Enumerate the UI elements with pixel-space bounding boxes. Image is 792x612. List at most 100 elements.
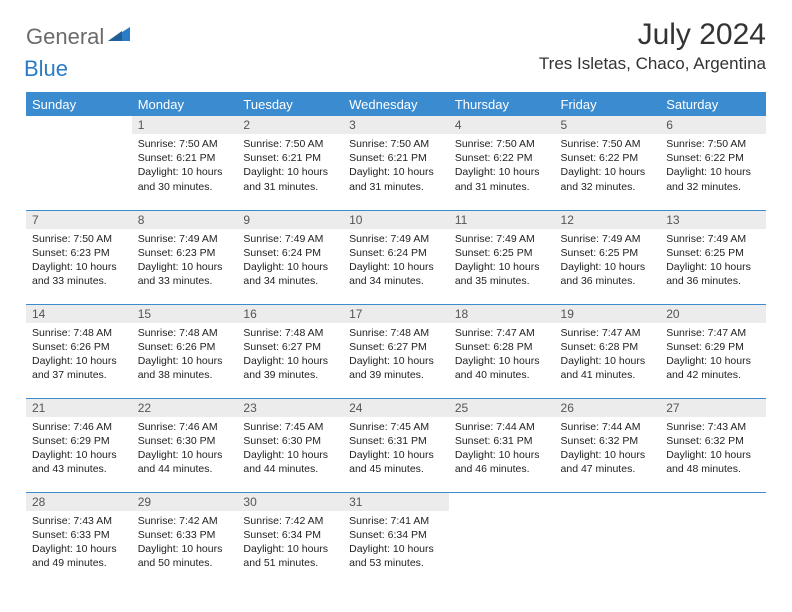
calendar-day-cell: 9Sunrise: 7:49 AMSunset: 6:24 PMDaylight… (237, 210, 343, 304)
calendar-day-cell (26, 116, 132, 210)
day-details: Sunrise: 7:49 AMSunset: 6:24 PMDaylight:… (237, 229, 343, 293)
day-number: 1 (132, 116, 238, 134)
calendar-week-row: 14Sunrise: 7:48 AMSunset: 6:26 PMDayligh… (26, 304, 766, 398)
day-number: 8 (132, 211, 238, 229)
sunset-line: Sunset: 6:34 PM (243, 528, 337, 542)
calendar-day-cell: 5Sunrise: 7:50 AMSunset: 6:22 PMDaylight… (555, 116, 661, 210)
sunrise-line: Sunrise: 7:49 AM (666, 232, 760, 246)
day-number: 28 (26, 493, 132, 511)
day-number: 22 (132, 399, 238, 417)
day-details: Sunrise: 7:48 AMSunset: 6:26 PMDaylight:… (132, 323, 238, 387)
calendar-day-cell: 23Sunrise: 7:45 AMSunset: 6:30 PMDayligh… (237, 398, 343, 492)
day-details: Sunrise: 7:44 AMSunset: 6:32 PMDaylight:… (555, 417, 661, 481)
day-number: 2 (237, 116, 343, 134)
daylight-line: Daylight: 10 hours and 49 minutes. (32, 542, 126, 570)
daylight-line: Daylight: 10 hours and 36 minutes. (561, 260, 655, 288)
daylight-line: Daylight: 10 hours and 41 minutes. (561, 354, 655, 382)
sunset-line: Sunset: 6:33 PM (138, 528, 232, 542)
sunrise-line: Sunrise: 7:43 AM (666, 420, 760, 434)
sunset-line: Sunset: 6:22 PM (455, 151, 549, 165)
day-details: Sunrise: 7:48 AMSunset: 6:27 PMDaylight:… (343, 323, 449, 387)
sunrise-line: Sunrise: 7:45 AM (349, 420, 443, 434)
day-number: 18 (449, 305, 555, 323)
day-details: Sunrise: 7:50 AMSunset: 6:21 PMDaylight:… (237, 134, 343, 198)
sunset-line: Sunset: 6:21 PM (138, 151, 232, 165)
sunset-line: Sunset: 6:22 PM (561, 151, 655, 165)
calendar-day-cell: 13Sunrise: 7:49 AMSunset: 6:25 PMDayligh… (660, 210, 766, 304)
calendar-day-cell: 10Sunrise: 7:49 AMSunset: 6:24 PMDayligh… (343, 210, 449, 304)
day-details: Sunrise: 7:41 AMSunset: 6:34 PMDaylight:… (343, 511, 449, 575)
daylight-line: Daylight: 10 hours and 32 minutes. (561, 165, 655, 193)
day-details: Sunrise: 7:49 AMSunset: 6:24 PMDaylight:… (343, 229, 449, 293)
calendar-body: 1Sunrise: 7:50 AMSunset: 6:21 PMDaylight… (26, 116, 766, 586)
weekday-header: Thursday (449, 93, 555, 117)
sunrise-line: Sunrise: 7:41 AM (349, 514, 443, 528)
daylight-line: Daylight: 10 hours and 35 minutes. (455, 260, 549, 288)
calendar-day-cell: 27Sunrise: 7:43 AMSunset: 6:32 PMDayligh… (660, 398, 766, 492)
sunrise-line: Sunrise: 7:44 AM (455, 420, 549, 434)
sunrise-line: Sunrise: 7:50 AM (138, 137, 232, 151)
day-number: 24 (343, 399, 449, 417)
daylight-line: Daylight: 10 hours and 36 minutes. (666, 260, 760, 288)
day-number: 21 (26, 399, 132, 417)
calendar-week-row: 1Sunrise: 7:50 AMSunset: 6:21 PMDaylight… (26, 116, 766, 210)
day-details: Sunrise: 7:42 AMSunset: 6:34 PMDaylight:… (237, 511, 343, 575)
calendar-head: SundayMondayTuesdayWednesdayThursdayFrid… (26, 93, 766, 117)
sunrise-line: Sunrise: 7:42 AM (243, 514, 337, 528)
sunrise-line: Sunrise: 7:47 AM (561, 326, 655, 340)
day-number: 25 (449, 399, 555, 417)
day-number: 6 (660, 116, 766, 134)
sunrise-line: Sunrise: 7:47 AM (666, 326, 760, 340)
calendar-day-cell: 21Sunrise: 7:46 AMSunset: 6:29 PMDayligh… (26, 398, 132, 492)
day-details: Sunrise: 7:43 AMSunset: 6:33 PMDaylight:… (26, 511, 132, 575)
daylight-line: Daylight: 10 hours and 31 minutes. (243, 165, 337, 193)
sunrise-line: Sunrise: 7:49 AM (455, 232, 549, 246)
sunrise-line: Sunrise: 7:42 AM (138, 514, 232, 528)
sunset-line: Sunset: 6:28 PM (455, 340, 549, 354)
day-details: Sunrise: 7:46 AMSunset: 6:30 PMDaylight:… (132, 417, 238, 481)
calendar-week-row: 28Sunrise: 7:43 AMSunset: 6:33 PMDayligh… (26, 492, 766, 586)
calendar-day-cell: 30Sunrise: 7:42 AMSunset: 6:34 PMDayligh… (237, 492, 343, 586)
day-details: Sunrise: 7:48 AMSunset: 6:27 PMDaylight:… (237, 323, 343, 387)
day-details: Sunrise: 7:47 AMSunset: 6:28 PMDaylight:… (555, 323, 661, 387)
daylight-line: Daylight: 10 hours and 46 minutes. (455, 448, 549, 476)
sunset-line: Sunset: 6:30 PM (138, 434, 232, 448)
day-number: 19 (555, 305, 661, 323)
sunset-line: Sunset: 6:31 PM (455, 434, 549, 448)
weekday-header: Sunday (26, 93, 132, 117)
sunrise-line: Sunrise: 7:48 AM (138, 326, 232, 340)
calendar-day-cell: 26Sunrise: 7:44 AMSunset: 6:32 PMDayligh… (555, 398, 661, 492)
day-details: Sunrise: 7:50 AMSunset: 6:22 PMDaylight:… (660, 134, 766, 198)
daylight-line: Daylight: 10 hours and 50 minutes. (138, 542, 232, 570)
sunrise-line: Sunrise: 7:48 AM (32, 326, 126, 340)
sunrise-line: Sunrise: 7:44 AM (561, 420, 655, 434)
daylight-line: Daylight: 10 hours and 33 minutes. (138, 260, 232, 288)
sunset-line: Sunset: 6:25 PM (455, 246, 549, 260)
daylight-line: Daylight: 10 hours and 45 minutes. (349, 448, 443, 476)
sunrise-line: Sunrise: 7:48 AM (243, 326, 337, 340)
sunset-line: Sunset: 6:25 PM (561, 246, 655, 260)
day-details: Sunrise: 7:47 AMSunset: 6:28 PMDaylight:… (449, 323, 555, 387)
sunrise-line: Sunrise: 7:48 AM (349, 326, 443, 340)
brand-text-gray: General (26, 24, 104, 50)
day-number: 9 (237, 211, 343, 229)
calendar-day-cell: 16Sunrise: 7:48 AMSunset: 6:27 PMDayligh… (237, 304, 343, 398)
daylight-line: Daylight: 10 hours and 42 minutes. (666, 354, 760, 382)
daylight-line: Daylight: 10 hours and 31 minutes. (349, 165, 443, 193)
calendar-day-cell: 15Sunrise: 7:48 AMSunset: 6:26 PMDayligh… (132, 304, 238, 398)
calendar-day-cell: 3Sunrise: 7:50 AMSunset: 6:21 PMDaylight… (343, 116, 449, 210)
sunset-line: Sunset: 6:29 PM (666, 340, 760, 354)
day-details: Sunrise: 7:43 AMSunset: 6:32 PMDaylight:… (660, 417, 766, 481)
day-number: 11 (449, 211, 555, 229)
weekday-header: Friday (555, 93, 661, 117)
daylight-line: Daylight: 10 hours and 53 minutes. (349, 542, 443, 570)
sunset-line: Sunset: 6:29 PM (32, 434, 126, 448)
sunset-line: Sunset: 6:33 PM (32, 528, 126, 542)
calendar-day-cell: 22Sunrise: 7:46 AMSunset: 6:30 PMDayligh… (132, 398, 238, 492)
day-details: Sunrise: 7:50 AMSunset: 6:21 PMDaylight:… (132, 134, 238, 198)
day-number: 27 (660, 399, 766, 417)
daylight-line: Daylight: 10 hours and 31 minutes. (455, 165, 549, 193)
day-number: 26 (555, 399, 661, 417)
day-details: Sunrise: 7:50 AMSunset: 6:22 PMDaylight:… (555, 134, 661, 198)
day-number: 30 (237, 493, 343, 511)
